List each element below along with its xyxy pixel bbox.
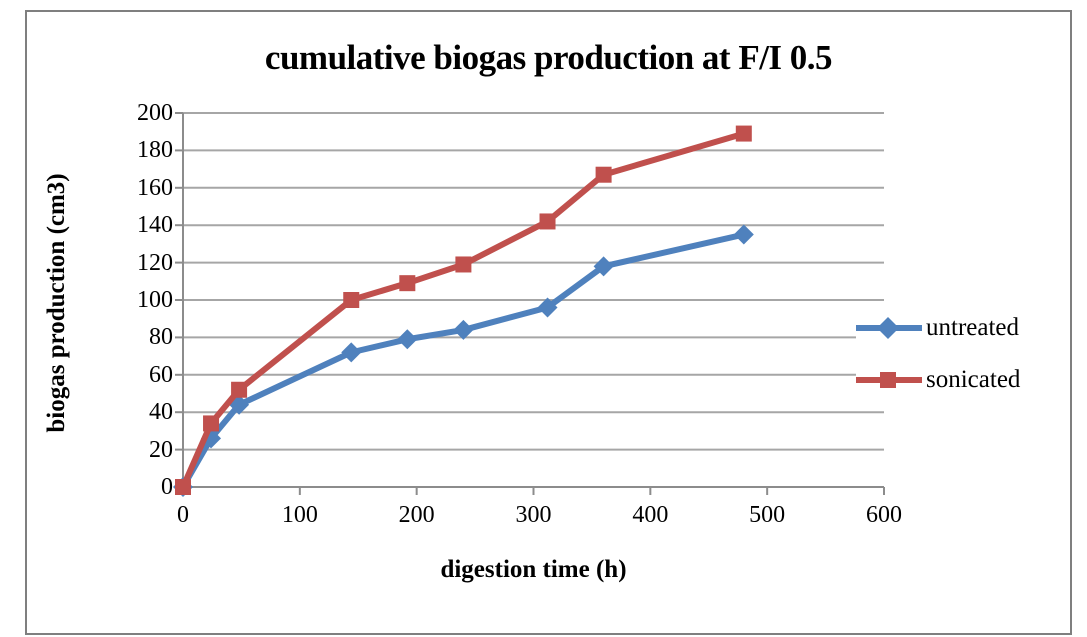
sonicated-series-sample-icon xyxy=(856,372,922,388)
data-marker-untreated xyxy=(733,224,754,245)
y-tick-label: 140 xyxy=(137,212,173,239)
legend: untreated sonicated xyxy=(856,308,1066,404)
data-marker-sonicated xyxy=(455,256,472,273)
data-marker-untreated xyxy=(453,319,474,340)
series-line-sonicated xyxy=(180,130,747,490)
x-tick-label: 500 xyxy=(749,502,786,528)
y-tick-label: 40 xyxy=(149,399,173,426)
data-marker-untreated xyxy=(341,342,362,363)
y-tick-label: 20 xyxy=(149,436,173,463)
data-marker-sonicated xyxy=(343,292,360,308)
x-tick-label: 300 xyxy=(515,502,552,528)
data-marker-sonicated xyxy=(231,381,248,398)
x-tick-label: 400 xyxy=(632,502,669,528)
data-marker-untreated xyxy=(397,329,418,350)
data-marker-untreated xyxy=(593,256,614,277)
x-tick-label: 200 xyxy=(398,502,435,528)
chart-title: cumulative biogas production at F/I 0.5 xyxy=(264,38,833,77)
data-marker-sonicated xyxy=(203,415,220,432)
data-marker-untreated xyxy=(537,297,558,318)
y-tick-label: 60 xyxy=(149,361,173,388)
y-tick-label: 100 xyxy=(137,287,173,313)
legend-label-untreated: untreated xyxy=(926,314,1020,341)
legend-item-sonicated: sonicated xyxy=(856,366,1066,394)
data-marker-sonicated xyxy=(399,275,416,292)
legend-label-sonicated: sonicated xyxy=(926,366,1021,393)
y-tick-label: 120 xyxy=(137,249,173,276)
x-axis-title: digestion time (h) xyxy=(440,556,627,583)
legend-item-untreated: untreated xyxy=(856,314,1066,342)
x-tick-label: 0 xyxy=(177,502,189,528)
y-tick-label: 200 xyxy=(137,100,173,126)
y-tick-label: 180 xyxy=(137,137,173,164)
data-marker-sonicated xyxy=(175,479,191,495)
y-tick-label: 160 xyxy=(137,174,173,201)
y-tick-label: 0 xyxy=(161,474,173,500)
data-marker-sonicated xyxy=(595,166,612,183)
x-tick-label: 100 xyxy=(281,502,318,528)
untreated-series-sample-icon xyxy=(856,317,922,339)
x-tick-label: 600 xyxy=(866,502,902,528)
y-axis-title: biogas production (cm3) xyxy=(43,173,70,433)
y-tick-label: 80 xyxy=(149,324,173,351)
data-marker-sonicated xyxy=(539,213,556,230)
plot-area xyxy=(173,112,885,497)
data-marker-sonicated xyxy=(735,125,752,142)
